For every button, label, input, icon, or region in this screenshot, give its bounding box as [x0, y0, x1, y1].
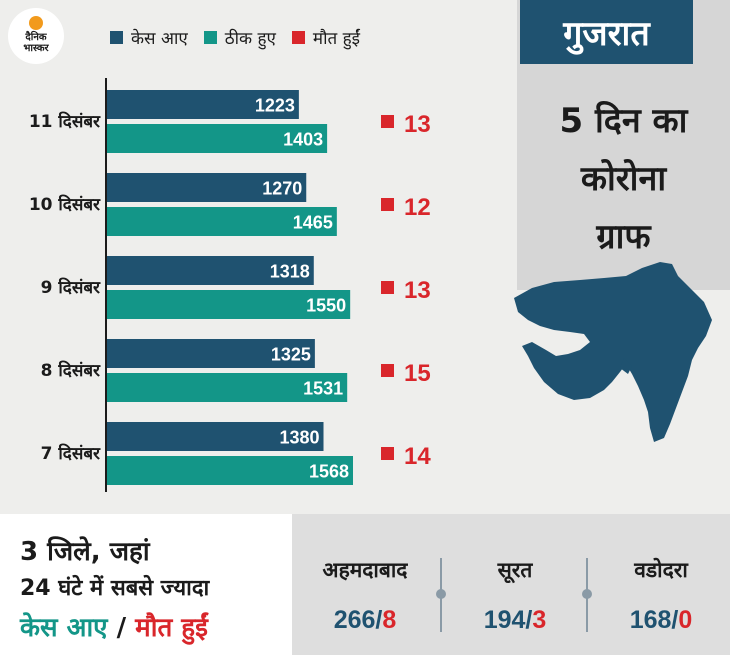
- bar-value-label: 1270: [262, 179, 302, 199]
- state-tab: गुजरात: [520, 0, 693, 64]
- city-deaths: 3: [532, 606, 547, 634]
- category-label: 11 दिसंबर: [29, 111, 101, 132]
- legend-swatch-cases: [110, 31, 123, 44]
- death-marker: [381, 447, 394, 460]
- heading-cases-text: केस आए: [20, 613, 108, 643]
- bar-value-label: 1223: [255, 96, 295, 116]
- sun-icon: [29, 16, 43, 30]
- city-value: 266/8: [292, 606, 438, 635]
- side-title-line-2: कोरोना: [580, 159, 667, 199]
- logo-line-2: भास्कर: [23, 43, 49, 54]
- bar-value-label: 1325: [271, 345, 311, 365]
- legend-label-cases: केस आए: [131, 29, 188, 49]
- district-heading-line-2: 24 घंटे में सबसे ज्यादा: [20, 576, 210, 601]
- side-title-line-3: ग्राफ: [596, 217, 651, 257]
- category-label: 8 दिसंबर: [41, 360, 101, 381]
- city-vadodara: वडोदरा 168/0: [588, 556, 730, 635]
- district-heading-line-3: केस आए / मौत हुईं: [20, 608, 208, 644]
- divider-dot: [582, 589, 592, 599]
- legend-label-deaths: मौत हुईं: [312, 29, 360, 49]
- legend-swatch-recovered: [203, 31, 217, 44]
- district-heading-line-1: 3 जिले, जहां: [20, 537, 150, 567]
- bar-cases: [107, 256, 314, 285]
- city-surat: सूरत 194/3: [442, 556, 588, 635]
- divider: [582, 558, 592, 632]
- bar-value-label: 1380: [279, 428, 319, 448]
- city-cases: 266: [333, 606, 376, 634]
- death-marker: [381, 281, 394, 294]
- divider-dot: [436, 589, 446, 599]
- bar-value-label: 1403: [283, 130, 323, 150]
- bar-cases: [107, 173, 307, 202]
- legend-item-cases: केस आए: [110, 26, 188, 49]
- chart-legend: केस आए ठीक हुए मौत हुईं: [110, 26, 376, 49]
- bar-cases: [107, 339, 315, 368]
- legend-swatch-deaths: [291, 31, 305, 44]
- death-value-label: 14: [404, 443, 431, 470]
- bar-recovered: [107, 373, 348, 402]
- category-label: 10 दिसंबर: [29, 194, 101, 215]
- legend-item-recovered: ठीक हुए: [203, 26, 276, 49]
- bar-chart: 11 दिसंबर 1223 1403 13 10 दिसंबर 1270 1465 12 9 …: [29, 78, 431, 492]
- legend-label-recovered: ठीक हुए: [224, 29, 276, 49]
- legend-item-deaths: मौत हुईं: [291, 26, 360, 49]
- city-value: 168/0: [588, 606, 730, 635]
- bar-cases: [107, 422, 324, 451]
- bar-value-label: 1550: [306, 296, 346, 316]
- city-value: 194/3: [442, 606, 588, 635]
- city-separator: /: [375, 606, 383, 634]
- death-marker: [381, 364, 394, 377]
- death-value-label: 13: [404, 111, 431, 138]
- death-marker: [381, 115, 394, 128]
- city-separator: /: [525, 606, 533, 634]
- city-separator: /: [671, 606, 679, 634]
- district-stats-panel: अहमदाबाद 266/8 सूरत 194/3 वडोदरा 168/0: [292, 514, 730, 655]
- brand-logo: दैनिक भास्कर: [8, 8, 64, 64]
- bottom-section: 3 जिले, जहां 24 घंटे में सबसे ज्यादा केस…: [0, 514, 730, 655]
- bar-recovered: [107, 124, 328, 153]
- bar-value-label: 1465: [293, 213, 333, 233]
- divider: [436, 558, 446, 632]
- city-cases: 194: [483, 606, 526, 634]
- death-marker: [381, 198, 394, 211]
- heading-separator: /: [107, 613, 136, 643]
- category-label: 9 दिसंबर: [41, 277, 101, 298]
- bar-recovered: [107, 456, 353, 485]
- side-title: 5 दिन का कोरोना ग्राफ: [517, 92, 730, 266]
- side-title-line-1: 5 दिन का: [559, 101, 688, 141]
- city-name: वडोदरा: [634, 558, 688, 582]
- city-name: सूरत: [497, 558, 533, 582]
- gujarat-map-icon: [514, 262, 712, 442]
- city-deaths: 0: [678, 606, 693, 634]
- bar-recovered: [107, 207, 337, 236]
- category-label: 7 दिसंबर: [41, 443, 101, 464]
- death-value-label: 13: [404, 277, 431, 304]
- district-heading-panel: 3 जिले, जहां 24 घंटे में सबसे ज्यादा केस…: [0, 514, 292, 655]
- city-ahmedabad: अहमदाबाद 266/8: [292, 556, 438, 635]
- heading-deaths-text: मौत हुईं: [135, 613, 208, 643]
- city-name: अहमदाबाद: [322, 558, 408, 582]
- city-deaths: 8: [382, 606, 397, 634]
- bar-value-label: 1531: [303, 379, 343, 399]
- bar-recovered: [107, 290, 351, 319]
- death-value-label: 12: [404, 194, 431, 221]
- bar-cases: [107, 90, 299, 119]
- bar-value-label: 1568: [309, 462, 349, 482]
- bar-value-label: 1318: [270, 262, 310, 282]
- death-value-label: 15: [404, 360, 431, 387]
- logo-line-1: दैनिक: [25, 32, 47, 43]
- city-cases: 168: [629, 606, 672, 634]
